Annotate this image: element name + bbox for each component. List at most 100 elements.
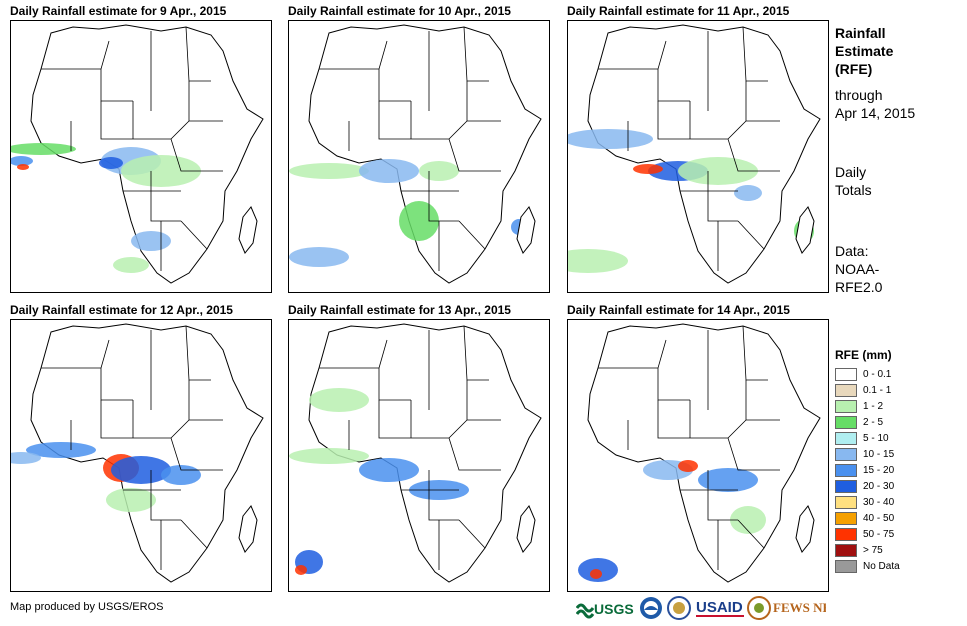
rainfall-area: [678, 157, 758, 185]
legend-label: 50 - 75: [863, 529, 895, 540]
legend-swatch: [835, 416, 857, 429]
country-border: [657, 40, 667, 70]
through-date: through Apr 14, 2015: [835, 86, 915, 122]
legend-label: 20 - 30: [863, 481, 895, 492]
rainfall-map: [288, 319, 550, 592]
credit-text: Map produced by USGS/EROS: [10, 601, 164, 613]
panel-title: Daily Rainfall estimate for 14 Apr., 201…: [567, 303, 790, 317]
panel-13-apr: Daily Rainfall estimate for 13 Apr., 201…: [288, 302, 550, 592]
legend-label: 10 - 15: [863, 449, 895, 460]
rainfall-area: [113, 257, 149, 273]
country-border: [727, 437, 780, 471]
madagascar-outline: [516, 206, 536, 254]
legend-label: No Data: [863, 561, 900, 572]
rainfall-area: [633, 164, 663, 174]
legend-label: 5 - 10: [863, 433, 889, 444]
title-line: (RFE): [835, 61, 873, 77]
rainfall-map: [10, 20, 272, 293]
rainfall-area: [106, 488, 156, 512]
data-line: RFE2.0: [835, 279, 883, 295]
legend-swatch: [835, 560, 857, 573]
rainfall-area: [17, 164, 29, 170]
africa-outline: [587, 24, 821, 284]
legend-swatch: [835, 480, 857, 493]
legend-swatch: [835, 528, 857, 541]
legend-swatch: [835, 368, 857, 381]
country-border: [737, 519, 765, 549]
rainfall-area: [161, 465, 201, 485]
rainfall-area: [295, 565, 307, 575]
dhs-seal-logo: [667, 596, 691, 620]
madagascar-outline: [238, 206, 258, 254]
rainfall-area: [99, 157, 123, 169]
country-border: [737, 220, 765, 250]
country-border: [727, 138, 780, 172]
rainfall-area: [11, 452, 41, 464]
madagascar-outline: [238, 505, 258, 553]
legend-label: 15 - 20: [863, 465, 895, 476]
panel-9-apr: Daily Rainfall estimate for 9 Apr., 2015: [10, 3, 272, 293]
usaid-logo: USAID: [696, 599, 744, 617]
noaa-logo: [640, 597, 662, 619]
rainfall-map: [567, 319, 829, 592]
africa-map: [578, 323, 821, 583]
rainfall-area: [568, 129, 653, 149]
legend-swatch: [835, 512, 857, 525]
country-border: [100, 400, 133, 439]
rainfall-map: [567, 20, 829, 293]
totals-line: Daily: [835, 164, 867, 180]
svg-text:FEWS NET: FEWS NET: [773, 600, 826, 615]
country-border: [170, 138, 223, 172]
rainfall-area: [131, 231, 171, 251]
panel-14-apr: Daily Rainfall estimate for 14 Apr., 201…: [567, 302, 829, 592]
rainfall-area: [111, 456, 171, 484]
country-border: [657, 339, 667, 369]
panel-title: Daily Rainfall estimate for 10 Apr., 201…: [288, 4, 511, 18]
legend-swatch: [835, 544, 857, 557]
panel-title: Daily Rainfall estimate for 13 Apr., 201…: [288, 303, 511, 317]
country-border: [378, 339, 388, 369]
rainfall-map: [10, 319, 272, 592]
rainfall-area: [121, 155, 201, 187]
africa-map: [289, 24, 542, 284]
title-line: Estimate: [835, 43, 894, 59]
country-border: [707, 171, 738, 222]
country-border: [41, 68, 133, 102]
africa-map: [289, 323, 542, 583]
country-border: [458, 220, 486, 250]
rainfall-area: [568, 249, 628, 273]
panel-10-apr: Daily Rainfall estimate for 10 Apr., 201…: [288, 3, 550, 293]
legend-title: RFE (mm): [835, 348, 892, 362]
madagascar-outline: [795, 206, 815, 254]
rainfall-area: [419, 161, 459, 181]
rainfall-area: [734, 185, 762, 201]
legend-label: > 75: [863, 545, 883, 556]
rainfall-area: [698, 468, 758, 492]
data-source: Data: NOAA- RFE2.0: [835, 242, 882, 296]
country-border: [378, 40, 388, 70]
legend-swatch: [835, 448, 857, 461]
country-border: [428, 171, 459, 222]
rainfall-area: [678, 460, 698, 472]
country-border: [100, 40, 110, 70]
rainfall-area: [289, 163, 369, 179]
country-border: [448, 437, 501, 471]
country-border: [150, 171, 181, 222]
madagascar-outline: [795, 505, 815, 553]
data-line: Data:: [835, 243, 869, 259]
legend-label: 1 - 2: [863, 401, 884, 412]
panel-12-apr: Daily Rainfall estimate for 12 Apr., 201…: [10, 302, 272, 592]
panel-title: Daily Rainfall estimate for 12 Apr., 201…: [10, 303, 233, 317]
legend-swatch: [835, 496, 857, 509]
panel-title: Daily Rainfall estimate for 11 Apr., 201…: [567, 4, 790, 18]
rainfall-area: [730, 506, 766, 534]
rainfall-area: [11, 156, 33, 166]
country-border: [319, 367, 411, 401]
africa-outline: [587, 323, 821, 583]
country-border: [448, 138, 501, 172]
svg-text:USAID: USAID: [696, 599, 743, 616]
svg-text:USGS: USGS: [594, 601, 634, 617]
country-border: [598, 367, 690, 401]
legend-label: 40 - 50: [863, 513, 895, 524]
rainfall-area: [26, 442, 96, 458]
